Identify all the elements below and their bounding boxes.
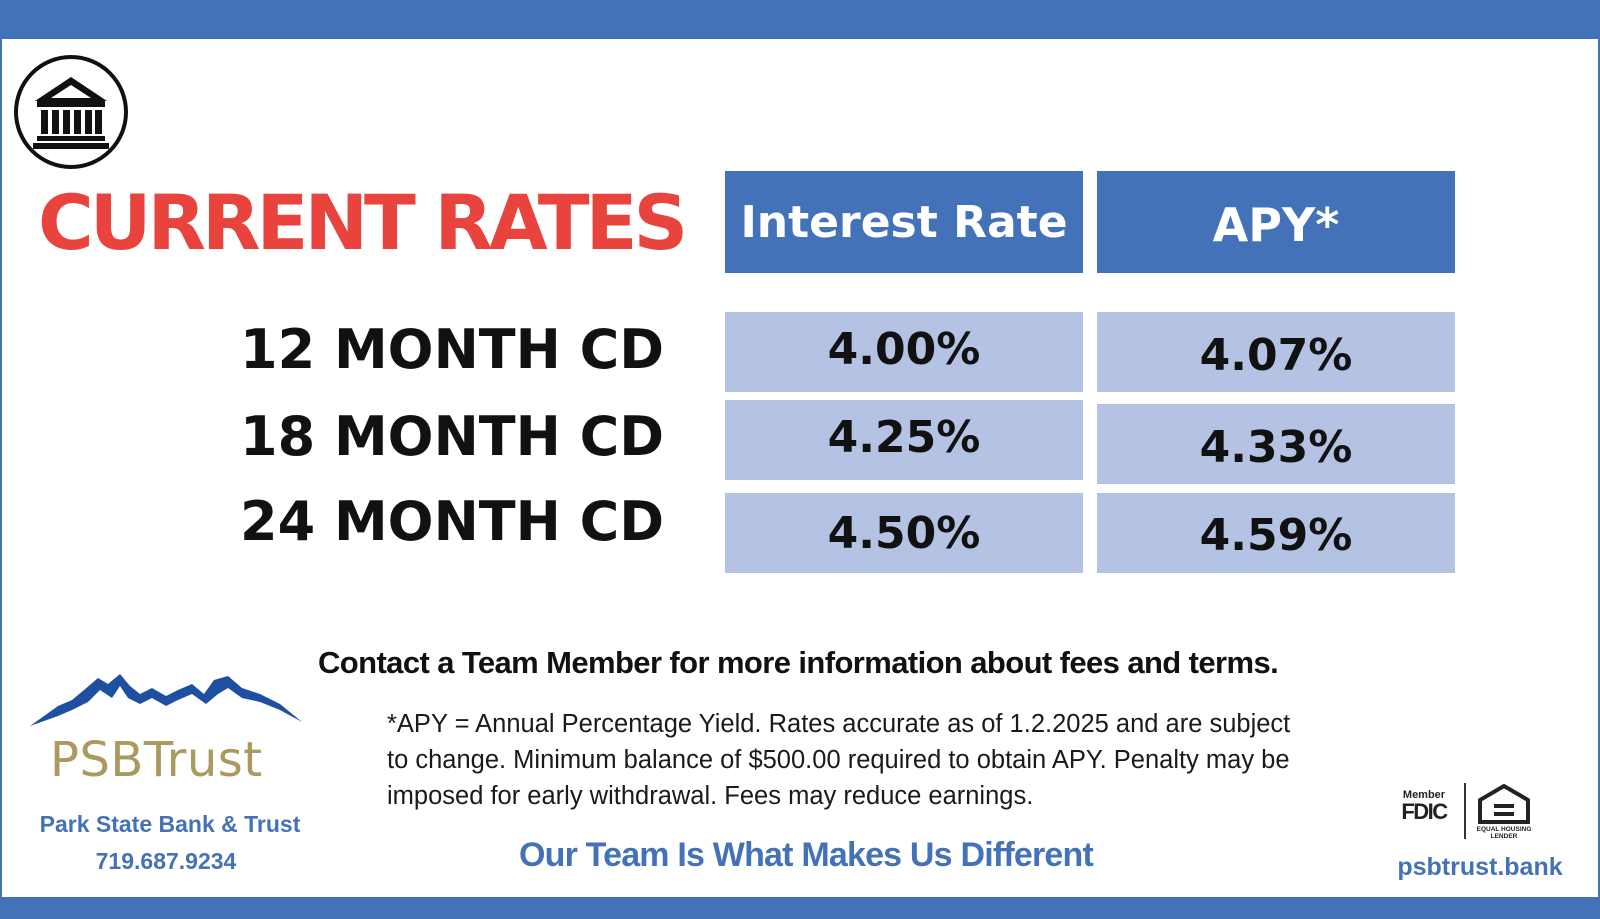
lender-text: LENDER — [1491, 833, 1518, 840]
brand-logo-text: PSBTrust — [50, 732, 263, 788]
bank-name: Park State Bank & Trust — [39, 811, 301, 837]
fdic-logo-icon: Member FDIC — [1396, 790, 1452, 823]
apy-18-month: 4.33% — [1097, 404, 1455, 484]
website-link[interactable]: psbtrust.bank — [1397, 853, 1563, 881]
row-label-12-month: 12 MONTH CD — [240, 318, 665, 381]
bank-building-icon — [14, 55, 128, 169]
badge-divider — [1464, 783, 1466, 839]
interest-rate-18-month: 4.25% — [725, 400, 1083, 480]
row-label-18-month: 18 MONTH CD — [240, 405, 665, 468]
interest-rate-24-month: 4.50% — [725, 493, 1083, 573]
contact-note: Contact a Team Member for more informati… — [318, 645, 1279, 680]
disclaimer-line: to change. Minimum balance of $500.00 re… — [387, 746, 1290, 774]
page-title: CURRENT RATES — [38, 178, 688, 267]
bottom-border — [0, 897, 1600, 919]
apy-12-month: 4.07% — [1097, 312, 1455, 392]
bank-phone: 719.687.9234 — [95, 848, 237, 874]
apy-24-month: 4.59% — [1097, 493, 1455, 573]
column-header-apy: APY* — [1097, 171, 1455, 273]
mountains-logo-icon — [30, 674, 302, 726]
equal-housing-text: EQUAL HOUSING — [1477, 826, 1532, 833]
top-border — [0, 0, 1600, 39]
disclaimer: *APY = Annual Percentage Yield. Rates ac… — [387, 706, 1307, 814]
fdic-text: FDIC — [1401, 799, 1448, 824]
tagline: Our Team Is What Makes Us Different — [518, 836, 1094, 874]
disclaimer-line: imposed for early withdrawal. Fees may r… — [387, 782, 1034, 810]
row-label-24-month: 24 MONTH CD — [240, 490, 665, 553]
fdic-member-text: Member — [1402, 789, 1446, 801]
right-border — [1598, 39, 1600, 897]
disclaimer-line: *APY = Annual Percentage Yield. Rates ac… — [387, 710, 1291, 738]
column-header-interest-rate: Interest Rate — [725, 171, 1083, 273]
equal-housing-lender-icon: EQUAL HOUSING LENDER — [1477, 784, 1532, 840]
interest-rate-12-month: 4.00% — [725, 312, 1083, 392]
left-border — [0, 39, 2, 897]
